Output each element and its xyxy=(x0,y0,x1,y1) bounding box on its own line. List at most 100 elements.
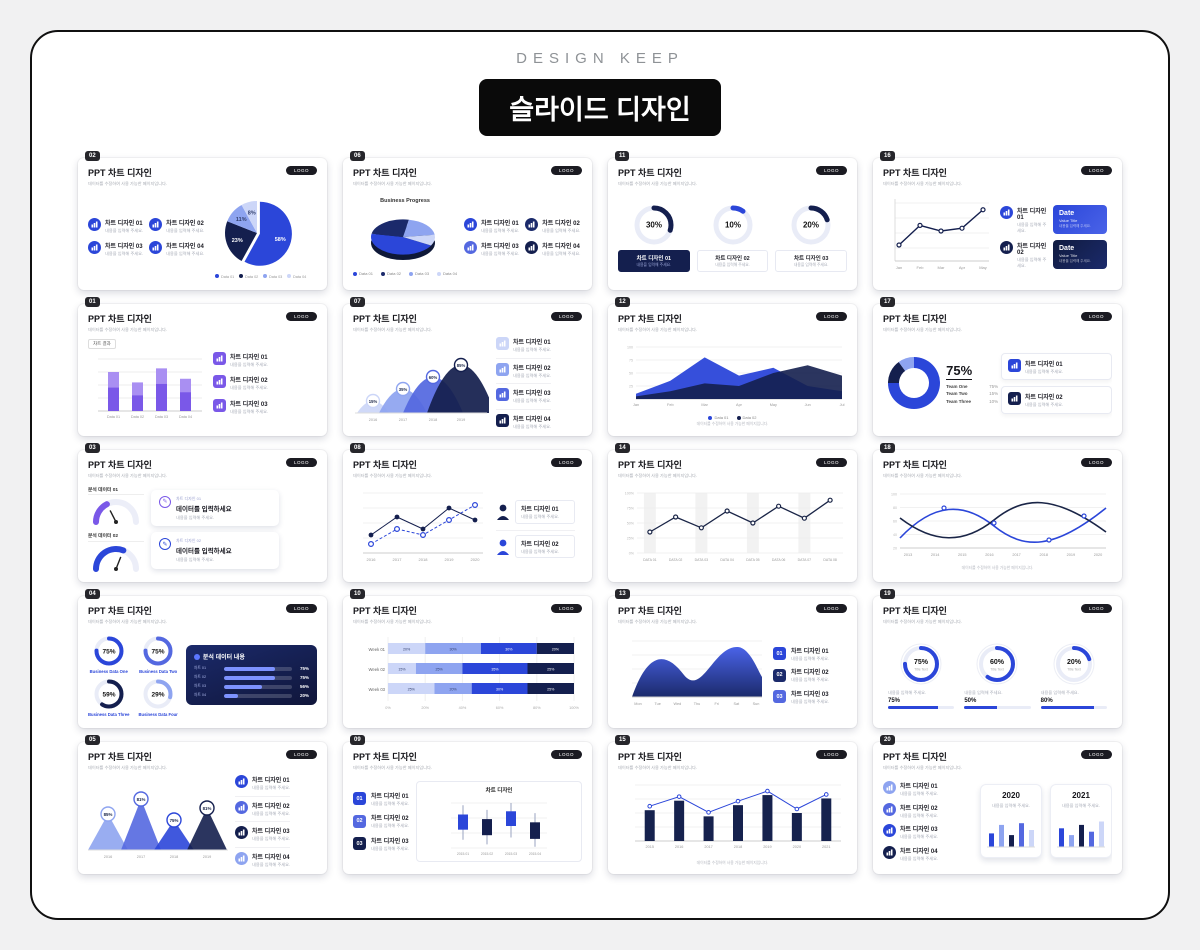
title-badge-label: 슬라이드 디자인 xyxy=(509,95,691,125)
progress-row: 차트 02 75% xyxy=(194,675,309,680)
svg-text:Jan: Jan xyxy=(896,265,902,270)
legend-item: 차트 디자인 01 내용을 입력해 주세요. xyxy=(235,774,290,791)
chart-item-label: 차트 디자인 02 xyxy=(1025,395,1063,402)
svg-text:Week 02: Week 02 xyxy=(368,667,385,672)
slide-thumbnail[interactable]: 08 PPT 차트 디자인 데이터를 수정하여 사용 가능한 페이지입니다. LOGO… xyxy=(343,443,592,582)
logo-pill: LOGO xyxy=(1080,750,1112,759)
svg-text:80%: 80% xyxy=(532,706,540,710)
svg-text:20%: 20% xyxy=(803,220,819,229)
legend-item: 차트 디자인 02 내용을 입력해 주세요. xyxy=(1000,241,1048,268)
chart-item-icon xyxy=(213,351,226,365)
progress-sub: 내용을 입력해 주세요. xyxy=(964,689,1003,695)
bar-chart-icon xyxy=(216,378,223,385)
donut-label: 차트 디자인 03 xyxy=(793,255,829,262)
slide-thumbnail[interactable]: 19 PPT 차트 디자인 데이터를 수정하여 사용 가능한 페이지입니다. LOGO… xyxy=(873,589,1122,728)
number-chip: 02 xyxy=(353,814,366,828)
slide-thumbnail[interactable]: 18 PPT 차트 디자인 데이터를 수정하여 사용 가능한 페이지입니다. LOGO… xyxy=(873,443,1122,582)
slide-subtitle: 데이터를 수정하여 사용 가능한 페이지입니다. xyxy=(88,764,168,770)
svg-text:40%: 40% xyxy=(458,706,466,710)
legend-item-text: 차트 디자인 01 내용을 입력해 주세요. xyxy=(230,352,268,368)
slide-subtitle: 데이터를 수정하여 사용 가능한 페이지입니다. xyxy=(353,180,433,186)
slide-title: PPT 차트 디자인 xyxy=(618,168,682,178)
chart-title: Business Progress xyxy=(380,198,430,205)
logo-pill: LOGO xyxy=(285,604,317,613)
card-list: 차트 디자인 01 내용을 입력해 주세요. 차트 디자인 02 내용을 입력해 주세… xyxy=(1001,352,1112,414)
bar-chart-icon xyxy=(238,855,245,862)
svg-text:80: 80 xyxy=(893,506,897,510)
legend-item: 차트 디자인 03 내용을 입력해 주세요. xyxy=(213,399,268,415)
logo-pill: LOGO xyxy=(285,166,317,175)
chart-item-label: 차트 디자인 01 xyxy=(1025,361,1063,368)
slide-thumbnail[interactable]: 03 PPT 차트 디자인 데이터를 수정하여 사용 가능한 페이지입니다. LOGO… xyxy=(78,443,327,582)
progress-value: 80% xyxy=(1040,697,1053,704)
svg-text:Mar: Mar xyxy=(701,403,708,407)
slide-thumbnail[interactable]: 14 PPT 차트 디자인 데이터를 수정하여 사용 가능한 페이지입니다. LOGO… xyxy=(608,443,857,582)
progress-fill xyxy=(888,705,938,709)
pencil-icon: ✎ xyxy=(159,538,171,551)
number-chip: 01 xyxy=(773,647,786,661)
progress-item: 내용을 입력해 주세요. 75% xyxy=(883,689,959,709)
slide-thumbnail[interactable]: 09 PPT 차트 디자인 데이터를 수정하여 사용 가능한 페이지입니다. LOGO… xyxy=(343,735,592,874)
slide-chart-area: 2015 2016 2017 2018 2019 2020 2021 데이터를 수정하여 사용… xyxy=(618,775,847,869)
input-sub: 내용을 입력해 주세요. xyxy=(176,514,215,520)
chart-item-label: 차트 디자인 01 xyxy=(1017,209,1047,222)
svg-text:25: 25 xyxy=(629,385,633,389)
svg-text:50: 50 xyxy=(629,372,633,376)
slide-thumbnail[interactable]: 15 PPT 차트 디자인 데이터를 수정하여 사용 가능한 페이지입니다. LOGO… xyxy=(608,735,857,874)
slide-number-tab: 14 xyxy=(615,443,630,453)
slide-thumbnail[interactable]: 16 PPT 차트 디자인 데이터를 수정하여 사용 가능한 페이지입니다. LOGO… xyxy=(873,151,1122,290)
area-chart-svg: Mon Tue Wed Thu Fri Sat Sun xyxy=(632,640,762,706)
slide-number-tab: 01 xyxy=(85,297,100,307)
legend-item: 차트 디자인 02 내용을 입력해 주세요. xyxy=(213,375,268,391)
bar-chart-icon xyxy=(1011,362,1018,369)
slide-thumbnail[interactable]: 10 PPT 차트 디자인 데이터를 수정하여 사용 가능한 페이지입니다. LOGO… xyxy=(343,589,592,728)
slide-thumbnail[interactable]: 17 PPT 차트 디자인 데이터를 수정하여 사용 가능한 페이지입니다. LOGO… xyxy=(873,297,1122,436)
svg-text:2018: 2018 xyxy=(1039,553,1047,557)
year-cards: 2020 내용을 입력해 주세요. 2021 내용을 입력해 주세요. xyxy=(945,784,1112,859)
slide-chart-area: 100% 75% 50% 25% 0% DATA 01 DATA 02 DATA 03 DATA… xyxy=(618,483,847,577)
slide-subtitle: 데이터를 수정하여 사용 가능한 페이지입니다. xyxy=(618,764,698,770)
slide-thumbnail[interactable]: 07 PPT 차트 디자인 데이터를 수정하여 사용 가능한 페이지입니다. LOGO… xyxy=(343,297,592,436)
svg-text:20: 20 xyxy=(893,546,897,550)
slide-thumbnail[interactable]: 12 PPT 차트 디자인 데이터를 수정하여 사용 가능한 페이지입니다. LOGO… xyxy=(608,297,857,436)
chart-item-label: 차트 디자인 01 xyxy=(513,339,551,346)
slide-chart-area: 차트 디자인 01 내용을 입력해 주세요. 차트 디자인 02 내용을 입력해 주세… xyxy=(883,775,1112,869)
ring-svg: 60%Title Text xyxy=(976,643,1018,685)
bar-chart-icon xyxy=(152,221,159,228)
progress-track xyxy=(223,694,292,698)
slide-thumbnail[interactable]: 02 PPT 차트 디자인 데이터를 수정하여 사용 가능한 페이지입니다. LOGO… xyxy=(78,151,327,290)
donut-cell-label: Business Data Two xyxy=(139,668,178,674)
slide-header-text: PPT 차트 디자인 데이터를 수정하여 사용 가능한 페이지입니다. xyxy=(618,312,697,333)
svg-text:75%: 75% xyxy=(152,648,165,655)
slide-thumbnail[interactable]: 11 PPT 차트 디자인 데이터를 수정하여 사용 가능한 페이지입니다. LOGO… xyxy=(608,151,857,290)
donut-gauge-svg: 29% xyxy=(143,679,173,709)
numbered-sub: 내용을 입력해 주세요. xyxy=(791,699,830,705)
bar-chart-icon xyxy=(886,806,893,813)
legend-item-text: 차트 디자인 02 내용을 입력해 주세요. xyxy=(1017,241,1048,268)
svg-text:Data 02: Data 02 xyxy=(131,415,144,419)
team-list: Team One 75% Team Two 15% Team Three 10% xyxy=(946,384,998,404)
progress-row: 차트 01 75% xyxy=(194,666,309,671)
donut-big-percent: 75% xyxy=(946,362,973,380)
legend-entry: Data 01 xyxy=(353,271,373,276)
legend-item: 차트 디자인 01 내용을 입력해 주세요. xyxy=(883,780,938,797)
title-badge: 슬라이드 디자인 xyxy=(479,79,721,136)
svg-text:2018: 2018 xyxy=(429,418,437,422)
slide-subtitle: 데이터를 수정하여 사용 가능한 페이지입니다. xyxy=(883,472,963,478)
chart-item-label: 차트 디자인 01 xyxy=(900,783,938,790)
logo-pill: LOGO xyxy=(815,750,847,759)
slide-thumbnail[interactable]: 20 PPT 차트 디자인 데이터를 수정하여 사용 가능한 페이지입니다. LOGO… xyxy=(873,735,1122,874)
chart-item-icon xyxy=(88,218,101,232)
slide-thumbnail[interactable]: 05 PPT 차트 디자인 데이터를 수정하여 사용 가능한 페이지입니다. LOGO… xyxy=(78,735,327,874)
slide-thumbnail[interactable]: 06 PPT 차트 디자인 데이터를 수정하여 사용 가능한 페이지입니다. LOGO… xyxy=(343,151,592,290)
date-box-value-title: Value Title xyxy=(1059,218,1078,224)
gauge-svg xyxy=(93,545,139,572)
svg-text:Data 02: Data 02 xyxy=(245,275,258,279)
slide-thumbnail[interactable]: 04 PPT 차트 디자인 데이터를 수정하여 사용 가능한 페이지입니다. LOGO… xyxy=(78,589,327,728)
ring-svg: 75%Title Text xyxy=(900,643,942,685)
slide-thumbnail[interactable]: 01 PPT 차트 디자인 데이터를 수정하여 사용 가능한 페이지입니다. LOGO… xyxy=(78,297,327,436)
slide-thumbnail[interactable]: 13 PPT 차트 디자인 데이터를 수정하여 사용 가능한 페이지입니다. LOGO… xyxy=(608,589,857,728)
gauge-item: 분석 데이터 01 xyxy=(88,486,144,527)
progress-item: 내용을 입력해 주세요. 50% xyxy=(959,689,1035,709)
date-box: Date Value Title 내용을 입력해 주세요. xyxy=(1053,205,1107,235)
